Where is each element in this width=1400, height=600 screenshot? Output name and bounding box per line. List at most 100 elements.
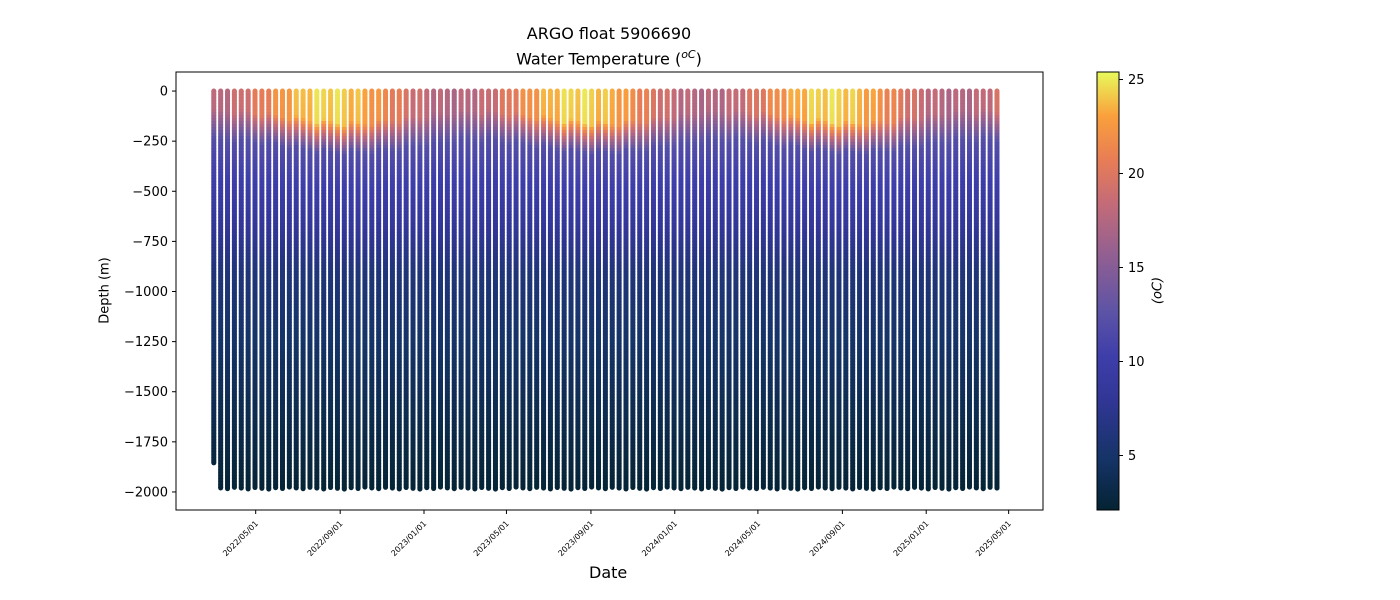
profile-top: [541, 88, 547, 94]
profile-33: [431, 88, 437, 492]
profile-top: [596, 88, 602, 94]
profile-bottom: [575, 485, 581, 491]
colorbar-tick-label: 10: [1128, 355, 1145, 370]
profile-bottom: [499, 485, 505, 491]
profile-top: [987, 88, 993, 94]
profile-66: [657, 88, 663, 492]
profile-top: [245, 88, 251, 94]
profile-64: [644, 88, 650, 492]
profile-bottom: [685, 484, 691, 490]
profile-top: [348, 88, 354, 94]
profile-bottom: [348, 485, 354, 491]
profile-top: [513, 88, 519, 94]
profile-top: [699, 88, 705, 94]
profile-28: [396, 88, 402, 492]
profile-82: [767, 88, 773, 491]
profile-bottom: [925, 486, 931, 492]
profile-30: [410, 88, 416, 491]
profile-bottom: [699, 486, 705, 492]
profile-90: [822, 88, 828, 491]
profile-bottom: [286, 484, 292, 490]
profile-top: [527, 88, 533, 94]
profile-bottom: [664, 484, 670, 490]
profile-top: [912, 88, 918, 94]
colorbar-label: (oC): [1150, 276, 1166, 305]
profile-17: [321, 88, 327, 492]
chart-subtitle: Water Temperature (oC): [516, 48, 702, 69]
profile-81: [760, 88, 766, 490]
profile-bottom: [328, 485, 334, 491]
profile-bottom: [225, 486, 231, 492]
profile-bottom: [465, 485, 471, 491]
profile-45: [513, 88, 519, 490]
profile-22: [355, 88, 361, 492]
profile-bottom: [561, 485, 567, 491]
profile-69: [678, 88, 684, 492]
profile-60: [616, 88, 622, 491]
profile-top: [403, 88, 409, 94]
profile-bottom: [259, 485, 265, 491]
profile-42: [492, 88, 498, 492]
profile-71: [692, 88, 698, 491]
profile-bottom: [905, 486, 911, 492]
profile-top: [795, 88, 801, 94]
profile-top: [465, 88, 471, 94]
profile-bottom: [293, 485, 299, 491]
profile-bottom: [747, 485, 753, 491]
y-tick-label: −250: [132, 135, 168, 150]
profile-top: [705, 88, 711, 94]
profile-bottom: [609, 484, 615, 490]
profile-65: [650, 88, 656, 491]
profile-bottom: [383, 484, 389, 490]
profile-58: [602, 88, 608, 492]
profile-bottom: [836, 484, 842, 490]
profile-top: [568, 88, 574, 94]
profile-bottom: [431, 486, 437, 492]
profile-88: [808, 88, 814, 492]
profile-top: [458, 88, 464, 94]
profile-bottom: [767, 485, 773, 491]
profile-100: [891, 88, 897, 490]
profile-49: [541, 88, 547, 491]
profile-44: [506, 88, 512, 492]
profile-bottom: [492, 486, 498, 492]
profile-20: [341, 88, 347, 492]
profile-57: [596, 88, 602, 491]
profile-bottom: [877, 485, 883, 491]
profile-bottom: [678, 486, 684, 492]
colorbar: 5 10 15 20 25: [1096, 71, 1145, 511]
profile-top: [939, 88, 945, 94]
profile-bottom: [334, 485, 340, 491]
profile-56: [589, 88, 595, 490]
profile-bottom: [211, 460, 217, 466]
profile-top: [218, 88, 224, 94]
profile-top: [444, 88, 450, 94]
profile-top: [438, 88, 443, 94]
profile-bottom: [596, 485, 602, 491]
profile-25: [376, 88, 382, 492]
profile-bottom: [410, 485, 416, 491]
profile-top: [760, 88, 766, 94]
profile-87: [802, 88, 808, 491]
profile-bottom: [355, 486, 361, 492]
profile-top: [341, 88, 347, 94]
profile-2: [218, 88, 224, 491]
profile-top: [692, 88, 698, 94]
profile-29: [403, 88, 409, 491]
profile-51: [554, 88, 560, 491]
profile-top: [754, 88, 760, 94]
profile-bottom: [321, 486, 327, 492]
profile-top: [740, 88, 746, 94]
profile-bottom: [451, 486, 457, 492]
profile-74: [712, 88, 718, 491]
profile-top: [238, 88, 244, 94]
y-tick-label: −1750: [124, 435, 168, 450]
profile-7: [252, 88, 258, 491]
profile-79: [747, 88, 753, 491]
profile-bottom: [231, 484, 237, 490]
profile-bottom: [705, 485, 711, 491]
profile-59: [609, 88, 615, 490]
profile-top: [808, 88, 814, 94]
profile-50: [547, 88, 553, 492]
